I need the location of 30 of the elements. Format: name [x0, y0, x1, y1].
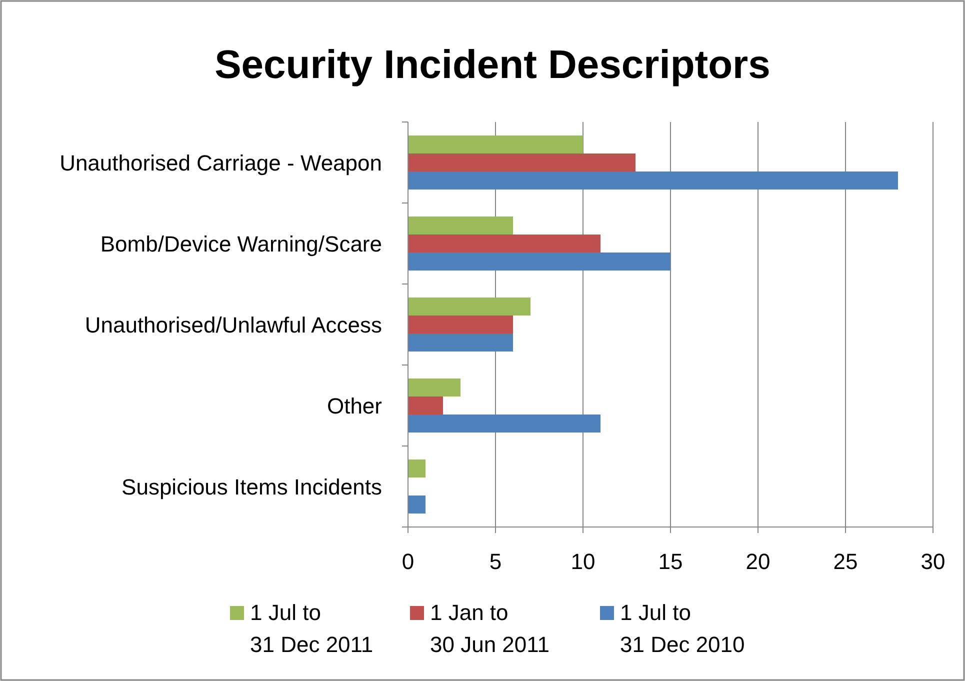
bar [408, 135, 583, 154]
x-tick-label: 0 [402, 549, 414, 574]
bar [408, 297, 530, 316]
y-tick-label: Other [326, 394, 382, 418]
bar [408, 234, 600, 253]
bar [408, 378, 460, 396]
chart-title: Security Incident Descriptors [214, 43, 770, 87]
x-tick-label: 10 [570, 549, 596, 574]
y-tick-label: Unauthorised/Unlawful Access [84, 312, 382, 338]
legend-label: 1 Jan to 30 Jun 2011 [430, 600, 550, 657]
y-tick-label: Unauthorised Carriage - Weapon [60, 150, 382, 176]
bar [408, 216, 513, 234]
x-tick-label: 5 [489, 549, 502, 574]
y-tick-label: Suspicious Items Incidents [122, 474, 382, 500]
bar [408, 153, 636, 172]
legend-label: 1 Jul to 31 Dec 2011 [250, 600, 374, 657]
bar [408, 315, 513, 334]
bar [408, 496, 426, 514]
bar [408, 396, 443, 415]
bar [408, 172, 898, 190]
bar [408, 334, 513, 352]
x-tick-label: 15 [658, 549, 683, 574]
x-tick-label: 20 [746, 549, 770, 574]
bar [408, 459, 426, 478]
x-tick-label: 25 [833, 549, 858, 574]
bar [408, 414, 600, 433]
legend-label: 1 Jul to 31 Dec 2010 [620, 600, 745, 657]
bar [408, 252, 670, 271]
y-tick-label: Bomb/Device Warning/Scare [100, 232, 382, 256]
x-tick-label: 30 [920, 549, 946, 574]
